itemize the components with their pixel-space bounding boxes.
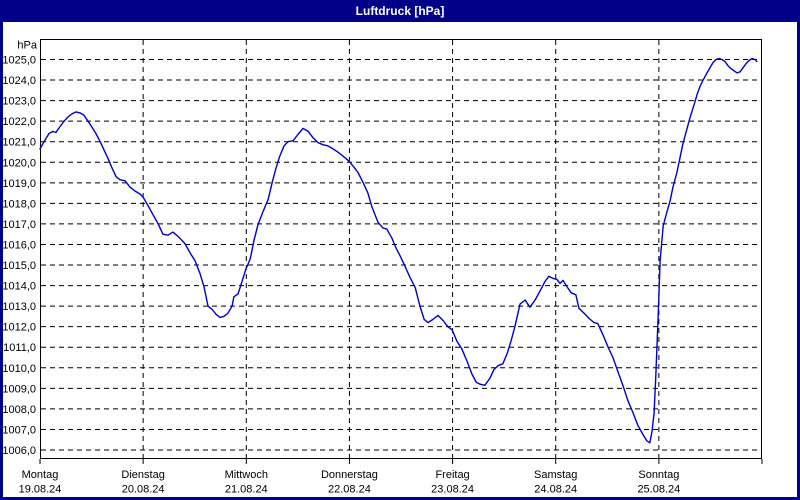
x-axis-date-label: 24.08.24 xyxy=(534,484,577,496)
y-axis-tick-label: 1016,0 xyxy=(2,239,36,251)
x-axis-day-label: Sonntag xyxy=(638,469,679,481)
y-axis-tick-label: 1019,0 xyxy=(2,178,36,190)
y-axis-tick-label: 1020,0 xyxy=(2,157,36,169)
x-axis-date-label: 20.08.24 xyxy=(122,484,165,496)
x-axis-day-label: Mittwoch xyxy=(225,469,268,481)
title-bar: Luftdruck [hPa] xyxy=(0,0,800,22)
x-axis-day-label: Samstag xyxy=(534,469,577,481)
x-axis-day-label: Montag xyxy=(22,469,59,481)
y-axis-tick-label: 1017,0 xyxy=(2,219,36,231)
y-axis-tick-label: 1010,0 xyxy=(2,363,36,375)
x-axis-day-label: Dienstag xyxy=(121,469,164,481)
y-axis-tick-label: 1014,0 xyxy=(2,281,36,293)
y-axis-tick-label: 1008,0 xyxy=(2,404,36,416)
x-axis-day-label: Donnerstag xyxy=(321,469,378,481)
y-axis-tick-label: 1006,0 xyxy=(2,445,36,457)
x-axis-date-label: 19.08.24 xyxy=(19,484,62,496)
y-axis-tick-label: 1007,0 xyxy=(2,424,36,436)
x-axis-date-label: 23.08.24 xyxy=(431,484,474,496)
y-axis-tick-label: 1021,0 xyxy=(2,137,36,149)
plot-border xyxy=(40,39,762,459)
pressure-line xyxy=(39,57,758,444)
y-axis-tick-label: 1023,0 xyxy=(2,96,36,108)
y-axis-tick-label: 1024,0 xyxy=(2,75,36,87)
window-title: Luftdruck [hPa] xyxy=(355,4,445,18)
y-axis-tick-label: 1009,0 xyxy=(2,383,36,395)
y-axis-tick-label: 1013,0 xyxy=(2,301,36,313)
y-axis-tick-label: 1025,0 xyxy=(2,55,36,67)
y-axis-tick-label: 1018,0 xyxy=(2,198,36,210)
y-axis-tick-label: 1012,0 xyxy=(2,322,36,334)
x-axis-date-label: 22.08.24 xyxy=(328,484,371,496)
y-axis-unit-label: hPa xyxy=(17,40,37,52)
y-axis-tick-label: 1011,0 xyxy=(3,342,36,354)
y-axis-tick-label: 1015,0 xyxy=(2,260,36,272)
chart-background xyxy=(3,22,797,497)
y-axis-tick-label: 1022,0 xyxy=(2,116,36,128)
x-axis-date-label: 25.08.24 xyxy=(637,484,680,496)
x-axis-date-label: 21.08.24 xyxy=(225,484,268,496)
x-axis-day-label: Freitag xyxy=(435,469,469,481)
